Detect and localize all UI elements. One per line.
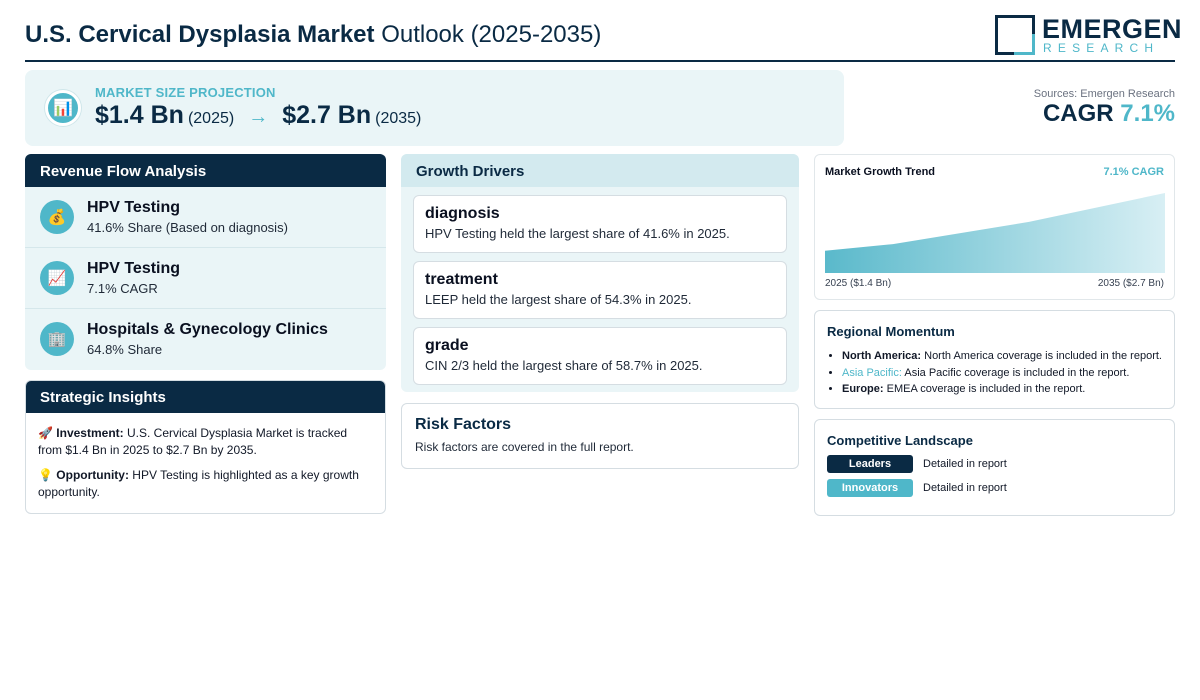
page-header: U.S. Cervical Dysplasia Market Outlook (… bbox=[25, 12, 1182, 62]
strategic-insights-card: Strategic Insights 🚀 Investment: U.S. Ce… bbox=[25, 380, 386, 514]
revenue-item-title: HPV Testing bbox=[87, 260, 181, 277]
trend-up-icon: 📈 bbox=[40, 261, 74, 295]
region-text: North America coverage is included in th… bbox=[924, 350, 1162, 362]
region-label: Asia Pacific: bbox=[842, 366, 902, 379]
revenue-item: 📈 HPV Testing 7.1% CAGR bbox=[25, 248, 386, 309]
region-text: EMEA coverage is included in the report. bbox=[886, 383, 1086, 395]
region-item: Europe: EMEA coverage is included in the… bbox=[842, 381, 1162, 398]
leaders-text: Detailed in report bbox=[923, 458, 1007, 470]
risk-factors-title: Risk Factors bbox=[415, 416, 512, 433]
money-bag-icon: 💰 bbox=[40, 200, 74, 234]
market-growth-trend-card: Market Growth Trend 7.1% CAGR 2025 ($1.4… bbox=[814, 154, 1175, 300]
revenue-flow-title: Revenue Flow Analysis bbox=[25, 154, 386, 187]
investment-insight: 🚀 Investment: U.S. Cervical Dysplasia Ma… bbox=[38, 425, 373, 459]
logo-mark bbox=[995, 15, 1035, 55]
leaders-badge: Leaders bbox=[827, 455, 913, 473]
trend-cagr: 7.1% CAGR bbox=[1103, 166, 1164, 178]
strategic-insights-title: Strategic Insights bbox=[26, 381, 385, 413]
end-value: $2.7 Bn bbox=[282, 101, 372, 129]
hospital-icon: 🏢 bbox=[40, 322, 74, 356]
risk-factors-card: Risk Factors Risk factors are covered in… bbox=[401, 403, 799, 469]
innovators-badge: Innovators bbox=[827, 479, 913, 497]
regional-momentum-title: Regional Momentum bbox=[827, 324, 955, 339]
rocket-icon: 🚀 bbox=[38, 426, 53, 440]
innovators-text: Detailed in report bbox=[923, 482, 1007, 494]
opportunity-text: HPV Testing is highlighted as a key grow… bbox=[38, 468, 359, 499]
region-label: Europe: bbox=[842, 383, 884, 395]
region-item: North America: North America coverage is… bbox=[842, 348, 1162, 365]
trend-end-label: 2035 ($2.7 Bn) bbox=[1097, 278, 1164, 289]
driver-title: treatment bbox=[425, 271, 498, 288]
region-text: Asia Pacific coverage is included in the… bbox=[904, 366, 1130, 379]
chart-icon: 📊 bbox=[45, 90, 81, 126]
projection-label: MARKET SIZE PROJECTION bbox=[95, 85, 276, 100]
driver-item: treatment LEEP held the largest share of… bbox=[413, 261, 787, 319]
page-title: U.S. Cervical Dysplasia Market Outlook (… bbox=[25, 21, 601, 49]
growth-drivers-title: Growth Drivers bbox=[401, 154, 799, 187]
cagr-value: 7.1% bbox=[1120, 100, 1175, 127]
start-year: (2025) bbox=[187, 110, 235, 127]
trend-start-label: 2025 ($1.4 Bn) bbox=[825, 278, 892, 289]
revenue-flow-card: Revenue Flow Analysis 💰 HPV Testing 41.6… bbox=[25, 154, 386, 370]
region-list: North America: North America coverage is… bbox=[842, 348, 1162, 398]
investment-label: Investment: bbox=[56, 426, 124, 440]
opportunity-label: Opportunity: bbox=[56, 468, 129, 482]
driver-text: CIN 2/3 held the largest share of 58.7% … bbox=[425, 358, 703, 373]
emergen-logo: EMERGEN RESEARCH bbox=[995, 14, 1182, 56]
region-item: Asia Pacific: Asia Pacific coverage is i… bbox=[842, 365, 1162, 382]
driver-item: diagnosis HPV Testing held the largest s… bbox=[413, 195, 787, 253]
driver-title: grade bbox=[425, 337, 469, 354]
market-size-projection: 📊 MARKET SIZE PROJECTION $1.4 Bn (2025) → $… bbox=[25, 70, 844, 146]
revenue-item-title: HPV Testing bbox=[87, 199, 181, 216]
growth-drivers-card: Growth Drivers diagnosis HPV Testing hel… bbox=[401, 154, 799, 392]
cagr-label: CAGR bbox=[1042, 100, 1114, 127]
driver-text: LEEP held the largest share of 54.3% in … bbox=[425, 292, 692, 307]
competitive-landscape-card: Competitive Landscape Leaders Detailed i… bbox=[814, 419, 1175, 516]
regional-momentum-card: Regional Momentum North America: North A… bbox=[814, 310, 1175, 409]
logo-word: EMERGEN bbox=[1042, 14, 1183, 44]
driver-title: diagnosis bbox=[425, 205, 500, 222]
revenue-item: 🏢 Hospitals & Gynecology Clinics 64.8% S… bbox=[25, 309, 386, 370]
revenue-item-sub: 64.8% Share bbox=[87, 342, 163, 357]
growth-area bbox=[825, 193, 1165, 273]
projection-values: $1.4 Bn (2025) → $2.7 Bn (2035) bbox=[95, 101, 421, 130]
title-bold: U.S. Cervical Dysplasia Market bbox=[25, 21, 375, 48]
revenue-item-title: Hospitals & Gynecology Clinics bbox=[87, 321, 328, 338]
investment-text: U.S. Cervical Dysplasia Market is tracke… bbox=[38, 426, 348, 457]
driver-text: HPV Testing held the largest share of 41… bbox=[425, 226, 730, 241]
end-year: (2035) bbox=[375, 110, 422, 127]
cagr-summary: CAGR 7.1% bbox=[1043, 100, 1175, 128]
trend-title: Market Growth Trend bbox=[825, 166, 936, 178]
risk-factors-text: Risk factors are covered in the full rep… bbox=[415, 440, 634, 454]
arrow-right-icon: → bbox=[248, 106, 269, 128]
driver-item: grade CIN 2/3 held the largest share of … bbox=[413, 327, 787, 385]
growth-area-chart bbox=[825, 193, 1165, 273]
logo-sub: RESEARCH bbox=[1043, 41, 1160, 55]
competitive-landscape-title: Competitive Landscape bbox=[827, 433, 973, 448]
region-label: North America: bbox=[842, 350, 922, 362]
opportunity-insight: 💡 Opportunity: HPV Testing is highlighte… bbox=[38, 467, 373, 501]
strategic-insights-body: 🚀 Investment: U.S. Cervical Dysplasia Ma… bbox=[26, 413, 385, 513]
revenue-item-sub: 41.6% Share (Based on diagnosis) bbox=[87, 220, 288, 235]
revenue-item: 💰 HPV Testing 41.6% Share (Based on diag… bbox=[25, 187, 386, 248]
start-value: $1.4 Bn bbox=[95, 101, 184, 129]
title-rest: Outlook (2025-2035) bbox=[381, 21, 602, 48]
sources-label: Sources: Emergen Research bbox=[1033, 88, 1175, 100]
lightbulb-icon: 💡 bbox=[38, 468, 53, 482]
revenue-item-sub: 7.1% CAGR bbox=[87, 281, 158, 296]
